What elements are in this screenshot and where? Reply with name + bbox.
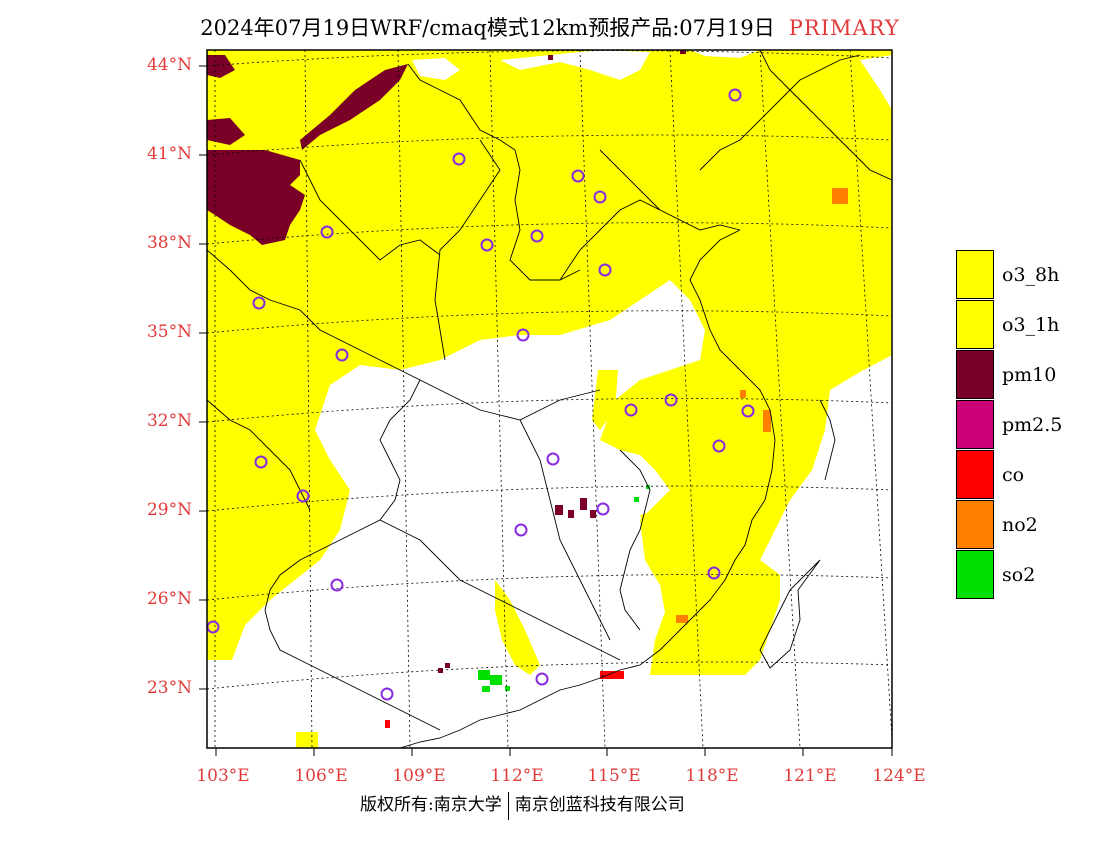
legend-item-no2: no2 bbox=[956, 500, 1086, 550]
legend-label: o3_1h bbox=[1002, 314, 1060, 336]
lat-label-32: 32°N bbox=[146, 411, 192, 431]
legend-label: pm2.5 bbox=[1002, 414, 1063, 436]
o3-region bbox=[207, 50, 892, 675]
lon-label-124: 124°E bbox=[872, 766, 926, 786]
legend-swatch bbox=[956, 400, 994, 449]
title-text: 2024年07月19日WRF/cmaq模式12km预报产品:07月19日 bbox=[200, 16, 775, 40]
footer-divider bbox=[507, 791, 509, 820]
legend-item-pm25: pm2.5 bbox=[956, 400, 1086, 450]
lat-label-41: 41°N bbox=[146, 144, 192, 164]
lat-label-26: 26°N bbox=[146, 589, 192, 609]
legend-swatch bbox=[956, 350, 994, 399]
pollutant-legend: o3_8h o3_1h pm10 pm2.5 co no2 so2 bbox=[956, 250, 1086, 600]
pm10-region bbox=[207, 150, 305, 245]
copyright-footer: 版权所有:南京大学 南京创蓝科技有限公司 bbox=[360, 790, 685, 820]
legend-label: no2 bbox=[1002, 514, 1038, 536]
primary-tag: PRIMARY bbox=[788, 16, 900, 40]
map-title: 2024年07月19日WRF/cmaq模式12km预报产品:07月19日 PRIM… bbox=[0, 12, 1100, 42]
lat-label-29: 29°N bbox=[146, 500, 192, 520]
lon-label-115: 115°E bbox=[587, 766, 641, 786]
legend-swatch bbox=[956, 550, 994, 599]
copyright-company: 南京创蓝科技有限公司 bbox=[514, 795, 685, 815]
legend-swatch bbox=[956, 450, 994, 499]
legend-label: co bbox=[1002, 464, 1025, 486]
legend-item-pm10: pm10 bbox=[956, 350, 1086, 400]
copyright-owner: 版权所有:南京大学 bbox=[360, 795, 502, 815]
legend-swatch bbox=[956, 250, 994, 299]
lon-label-112: 112°E bbox=[490, 766, 544, 786]
legend-label: pm10 bbox=[1002, 364, 1057, 386]
legend-item-so2: so2 bbox=[956, 550, 1086, 600]
legend-item-co: co bbox=[956, 450, 1086, 500]
lat-label-38: 38°N bbox=[146, 233, 192, 253]
lon-label-109: 109°E bbox=[392, 766, 446, 786]
lon-label-103: 103°E bbox=[196, 766, 250, 786]
lat-label-35: 35°N bbox=[146, 322, 192, 342]
legend-label: o3_8h bbox=[1002, 264, 1060, 286]
legend-swatch bbox=[956, 500, 994, 549]
lat-label-23: 23°N bbox=[146, 678, 192, 698]
legend-swatch bbox=[956, 300, 994, 349]
lon-label-121: 121°E bbox=[783, 766, 837, 786]
lat-label-44: 44°N bbox=[146, 55, 192, 75]
legend-item-o3-8h: o3_8h bbox=[956, 250, 1086, 300]
lon-label-118: 118°E bbox=[685, 766, 739, 786]
legend-item-o3-1h: o3_1h bbox=[956, 300, 1086, 350]
legend-label: so2 bbox=[1002, 564, 1036, 586]
lon-label-106: 106°E bbox=[294, 766, 348, 786]
